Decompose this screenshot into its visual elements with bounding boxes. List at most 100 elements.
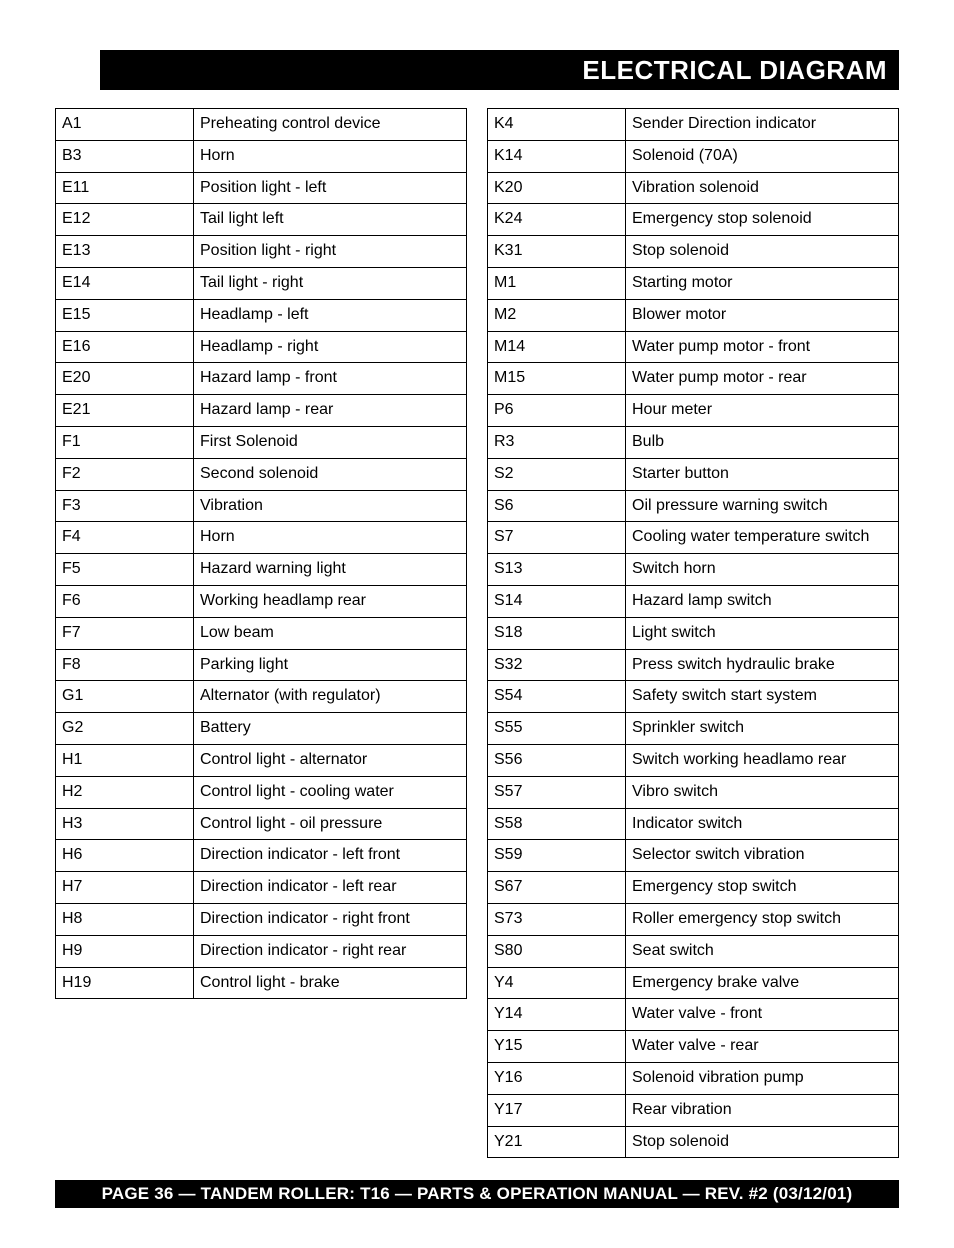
code-cell: F5: [56, 554, 194, 586]
description-cell: Solenoid vibration pump: [626, 1062, 899, 1094]
table-row: S6Oil pressure warning switch: [488, 490, 899, 522]
table-row: E14Tail light - right: [56, 267, 467, 299]
table-row: S18Light switch: [488, 617, 899, 649]
description-cell: Position light - left: [194, 172, 467, 204]
description-cell: Selector switch vibration: [626, 840, 899, 872]
table-row: Y15Water valve - rear: [488, 1031, 899, 1063]
code-cell: S13: [488, 554, 626, 586]
code-cell: E13: [56, 236, 194, 268]
table-row: E16Headlamp - right: [56, 331, 467, 363]
description-cell: Tail light left: [194, 204, 467, 236]
code-cell: G2: [56, 713, 194, 745]
code-cell: Y15: [488, 1031, 626, 1063]
code-cell: H7: [56, 872, 194, 904]
code-cell: F3: [56, 490, 194, 522]
description-cell: Hour meter: [626, 395, 899, 427]
code-cell: Y14: [488, 999, 626, 1031]
code-cell: Y4: [488, 967, 626, 999]
description-cell: Indicator switch: [626, 808, 899, 840]
table-row: S80Seat switch: [488, 935, 899, 967]
code-cell: F7: [56, 617, 194, 649]
description-cell: Sprinkler switch: [626, 713, 899, 745]
code-cell: R3: [488, 426, 626, 458]
code-cell: K4: [488, 109, 626, 141]
code-cell: K24: [488, 204, 626, 236]
table-row: Y16Solenoid vibration pump: [488, 1062, 899, 1094]
table-row: F4Horn: [56, 522, 467, 554]
description-cell: Hazard warning light: [194, 554, 467, 586]
table-row: S55Sprinkler switch: [488, 713, 899, 745]
code-cell: S55: [488, 713, 626, 745]
code-cell: H2: [56, 776, 194, 808]
table-row: S13Switch horn: [488, 554, 899, 586]
code-cell: A1: [56, 109, 194, 141]
code-cell: H19: [56, 967, 194, 999]
code-cell: E14: [56, 267, 194, 299]
code-cell: S54: [488, 681, 626, 713]
table-row: Y21Stop solenoid: [488, 1126, 899, 1158]
code-cell: B3: [56, 140, 194, 172]
code-cell: S59: [488, 840, 626, 872]
table-row: S59Selector switch vibration: [488, 840, 899, 872]
code-cell: M1: [488, 267, 626, 299]
table-row: S2Starter button: [488, 458, 899, 490]
description-cell: Control light - brake: [194, 967, 467, 999]
description-cell: Emergency stop solenoid: [626, 204, 899, 236]
code-cell: H3: [56, 808, 194, 840]
table-row: Y4Emergency brake valve: [488, 967, 899, 999]
header-bar: ELECTRICAL DIAGRAM: [100, 50, 899, 90]
description-cell: Hazard lamp - front: [194, 363, 467, 395]
table-row: F1First Solenoid: [56, 426, 467, 458]
description-cell: Water valve - rear: [626, 1031, 899, 1063]
table-row: K14Solenoid (70A): [488, 140, 899, 172]
code-cell: G1: [56, 681, 194, 713]
code-cell: S7: [488, 522, 626, 554]
table-row: Y17Rear vibration: [488, 1094, 899, 1126]
description-cell: Water valve - front: [626, 999, 899, 1031]
table-row: K20Vibration solenoid: [488, 172, 899, 204]
code-cell: S14: [488, 585, 626, 617]
code-cell: E21: [56, 395, 194, 427]
table-row: K24Emergency stop solenoid: [488, 204, 899, 236]
table-row: A1Preheating control device: [56, 109, 467, 141]
table-row: S54Safety switch start system: [488, 681, 899, 713]
table-row: H8Direction indicator - right front: [56, 903, 467, 935]
code-cell: S57: [488, 776, 626, 808]
table-row: E13Position light - right: [56, 236, 467, 268]
table-row: S58Indicator switch: [488, 808, 899, 840]
description-cell: Blower motor: [626, 299, 899, 331]
table-row: H7Direction indicator - left rear: [56, 872, 467, 904]
description-cell: Stop solenoid: [626, 1126, 899, 1158]
code-cell: H9: [56, 935, 194, 967]
code-cell: S2: [488, 458, 626, 490]
table-row: M15Water pump motor - rear: [488, 363, 899, 395]
description-cell: Parking light: [194, 649, 467, 681]
description-cell: Working headlamp rear: [194, 585, 467, 617]
code-cell: P6: [488, 395, 626, 427]
table-row: G2Battery: [56, 713, 467, 745]
footer-text: PAGE 36 — TANDEM ROLLER: T16 — PARTS & O…: [102, 1184, 853, 1203]
description-cell: Control light - cooling water: [194, 776, 467, 808]
code-cell: S6: [488, 490, 626, 522]
reference-table-left: A1Preheating control deviceB3HornE11Posi…: [55, 108, 467, 999]
code-cell: E20: [56, 363, 194, 395]
code-cell: K14: [488, 140, 626, 172]
table-row: S56Switch working headlamo rear: [488, 744, 899, 776]
description-cell: Vibro switch: [626, 776, 899, 808]
description-cell: Emergency brake valve: [626, 967, 899, 999]
description-cell: Position light - right: [194, 236, 467, 268]
code-cell: H1: [56, 744, 194, 776]
code-cell: F1: [56, 426, 194, 458]
table-row: F2Second solenoid: [56, 458, 467, 490]
table-row: E12Tail light left: [56, 204, 467, 236]
description-cell: Direction indicator - left front: [194, 840, 467, 872]
table-row: H19Control light - brake: [56, 967, 467, 999]
code-cell: F8: [56, 649, 194, 681]
description-cell: Headlamp - right: [194, 331, 467, 363]
description-cell: Sender Direction indicator: [626, 109, 899, 141]
description-cell: Water pump motor - rear: [626, 363, 899, 395]
description-cell: Hazard lamp switch: [626, 585, 899, 617]
description-cell: Horn: [194, 140, 467, 172]
description-cell: Water pump motor - front: [626, 331, 899, 363]
code-cell: S18: [488, 617, 626, 649]
